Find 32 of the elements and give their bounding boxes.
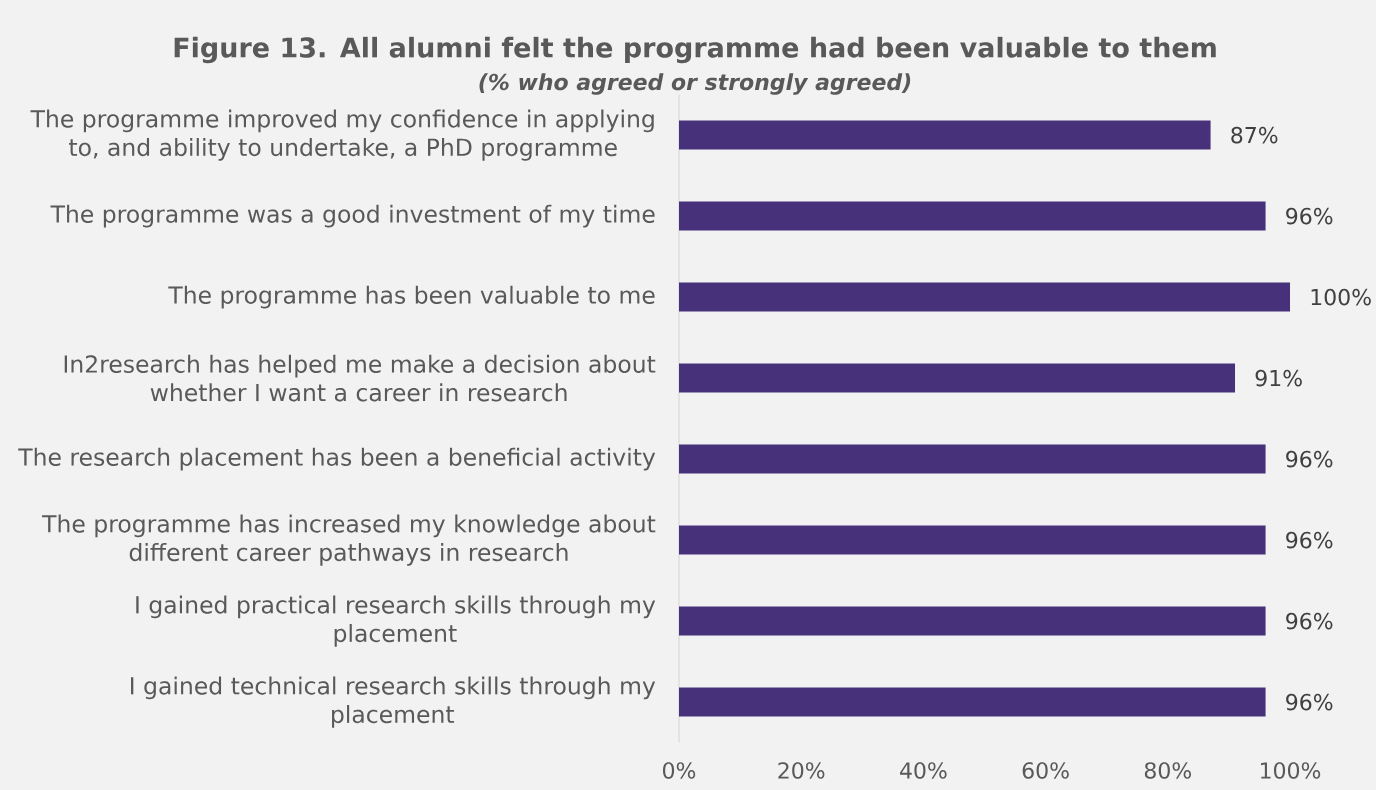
bar [679,282,1291,312]
x-tick-label: 60% [1022,762,1069,779]
y-tick-label: The programme has increased my knowledge about different career pathways in research [42,514,656,566]
bar [679,525,1266,555]
data-label: 96% [1286,612,1333,630]
bar [679,201,1266,231]
y-tick-label: I gained technical research skills through my placement [131,676,656,728]
x-tick-label: 20% [778,762,825,779]
y-tick-label: I gained practical research skills through my placement [136,595,656,647]
y-tick-label: The research placement has been a beneficial activity [18,447,656,471]
bar [679,444,1266,474]
bar [679,687,1266,717]
x-tick-label: 0% [663,762,696,779]
y-tick-label: In2research has helped me make a decision about whether I want a career in research [64,354,656,402]
chart-subtitle: (% who agreed or strongly agreed) [479,73,911,95]
y-tick-label: The programme has been valuable to me [168,285,655,309]
data-label: 87% [1231,126,1278,144]
bar [679,606,1266,636]
chart-title: Figure 13. All alumni felt the programme had been valuable to them [174,36,1216,64]
y-tick-label: The programme was a good investment of my time [50,204,655,228]
x-tick-label: 80% [1144,762,1192,779]
y-tick-label: The programme improved my confidence in applying to, and ability to undertake, a PhD programme [30,109,654,161]
bar [679,120,1211,150]
data-label: 96% [1286,450,1333,468]
x-tick-label: 40% [900,762,947,779]
x-tick-label: 100% [1260,762,1321,779]
bar [679,363,1236,393]
data-label: 91% [1255,369,1302,387]
data-label: 96% [1286,531,1333,549]
data-label: 100% [1311,288,1371,306]
data-label: 96% [1286,693,1333,711]
data-label: 96% [1286,207,1333,225]
